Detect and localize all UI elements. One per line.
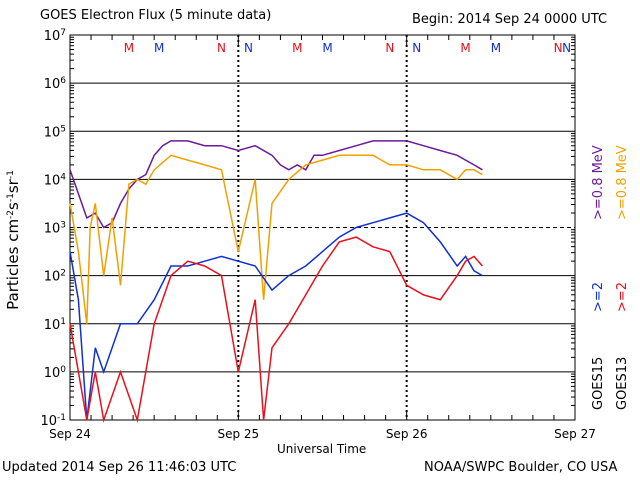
series-line — [69, 212, 483, 421]
legend-goes15: GOES15 — [591, 357, 606, 410]
x-tick-label: Sep 24 — [49, 427, 91, 441]
chart-title: GOES Electron Flux (5 minute data) — [40, 8, 272, 23]
series-line — [69, 154, 483, 324]
mn-marker: N — [217, 41, 226, 55]
y-tick-label: 101 — [44, 317, 66, 333]
legend-goes13: GOES13 — [615, 357, 630, 410]
legend-purple: >=0.8 MeV — [591, 145, 606, 220]
y-tick-label: 105 — [44, 124, 66, 140]
mn-marker: M — [124, 41, 134, 55]
y-tick-label: 100 — [44, 365, 67, 381]
legend-orange: >=0.8 MeV — [615, 145, 630, 220]
mn-marker: M — [460, 41, 470, 55]
x-tick-label: Sep 25 — [217, 427, 259, 441]
mn-marker: M — [322, 41, 332, 55]
mn-marker: N — [554, 41, 563, 55]
mn-marker: N — [244, 41, 253, 55]
mn-marker: N — [562, 41, 571, 55]
mn-marker: N — [385, 41, 394, 55]
y-tick-label: 102 — [44, 269, 66, 285]
legend-blue: >=2 — [591, 282, 606, 312]
series-line — [69, 236, 483, 423]
footer-updated: Updated 2014 Sep 26 11:46:03 UTC — [2, 460, 237, 475]
y-tick-label: 106 — [44, 76, 67, 92]
y-axis-label: Particles cm-2s-1sr-1 — [4, 170, 22, 310]
y-tick-label: 103 — [44, 221, 66, 237]
footer-credit: NOAA/SWPC Boulder, CO USA — [424, 460, 618, 475]
x-tick-label: Sep 26 — [386, 427, 428, 441]
series-line — [69, 140, 483, 229]
y-tick-label: 107 — [44, 28, 66, 44]
mn-marker: M — [292, 41, 302, 55]
mn-marker: M — [154, 41, 164, 55]
x-tick-label: Sep 27 — [554, 427, 596, 441]
begin-label: Begin: 2014 Sep 24 0000 UTC — [412, 12, 608, 27]
x-axis-label: Universal Time — [277, 442, 367, 456]
y-tick-label: 104 — [44, 172, 67, 188]
legend-red: >=2 — [615, 282, 630, 312]
mn-marker: M — [491, 41, 501, 55]
mn-marker: N — [412, 41, 421, 55]
